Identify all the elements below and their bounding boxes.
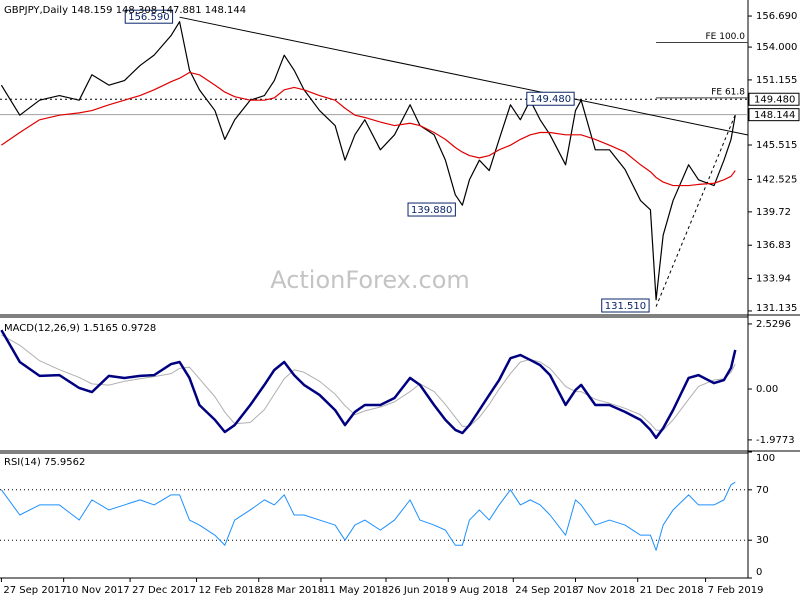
annotation-box — [526, 91, 575, 106]
y-tick-label: 2.5296 — [756, 319, 791, 330]
panel-title: MACD(12,26,9) 1.5165 0.9728 — [4, 323, 156, 334]
trendline — [655, 114, 736, 307]
y-tick-label: 151.155 — [756, 75, 797, 86]
y-tick-label: 154.000 — [756, 42, 797, 53]
y-tick-label: 133.94 — [756, 274, 791, 285]
y-tick-label: 156.690 — [756, 11, 797, 22]
y-tick-label: 145.515 — [756, 140, 797, 151]
price-box — [748, 108, 800, 122]
series-line — [1, 481, 736, 551]
x-tick-label: 7 Feb 2019 — [708, 585, 764, 596]
x-tick-label: 26 Jun 2018 — [388, 585, 448, 596]
annotation-box — [601, 298, 650, 313]
y-tick-label: 70 — [756, 485, 769, 496]
x-tick-label: 27 Sep 2017 — [3, 585, 66, 596]
level-label: FE 100.0 — [706, 32, 746, 42]
y-tick-label: 0.00 — [756, 384, 778, 395]
x-tick-label: 7 Nov 2018 — [577, 585, 635, 596]
annotation-box — [124, 9, 174, 24]
x-tick-label: 24 Sep 2018 — [515, 585, 578, 596]
x-tick-label: 10 Nov 2017 — [66, 585, 130, 596]
y-tick-label: 136.83 — [756, 240, 791, 251]
series-line — [0, 21, 736, 301]
watermark: ActionForex.com — [270, 266, 470, 294]
x-tick-label: 11 May 2018 — [323, 585, 388, 596]
price-box-label: 148.144 — [754, 110, 795, 121]
y-tick-label: -1.9773 — [756, 435, 795, 446]
level-label: FE 61.8 — [711, 87, 745, 97]
price-box-label: 149.480 — [754, 95, 795, 106]
x-tick-label: 21 Dec 2018 — [640, 585, 704, 596]
price-box — [748, 92, 800, 106]
panel-title: GBPJPY,Daily 148.159 148.308 147.881 148… — [4, 5, 246, 16]
y-tick-label: 131.135 — [756, 303, 797, 314]
annotation-label: 131.510 — [605, 301, 646, 312]
panel-title: RSI(14) 75.9562 — [4, 457, 85, 468]
x-tick-label: 9 Aug 2018 — [450, 585, 508, 596]
y-tick-label: 30 — [756, 535, 769, 546]
annotation-box — [407, 202, 456, 217]
y-tick-label: 139.72 — [756, 207, 791, 218]
trendline — [179, 16, 749, 136]
annotation-label: 139.880 — [411, 205, 452, 216]
x-tick-label: 28 Mar 2018 — [261, 585, 324, 596]
series-line — [1, 71, 736, 187]
x-tick-label: 27 Dec 2017 — [132, 585, 196, 596]
series-line — [0, 329, 737, 440]
x-tick-label: 12 Feb 2018 — [199, 585, 261, 596]
annotation-label: 156.590 — [128, 12, 169, 23]
series-line — [1, 334, 736, 431]
y-tick-label: 100 — [756, 453, 775, 464]
y-tick-label: 0 — [756, 567, 762, 578]
y-tick-label: 142.525 — [756, 175, 797, 186]
annotation-label: 149.480 — [530, 94, 571, 105]
